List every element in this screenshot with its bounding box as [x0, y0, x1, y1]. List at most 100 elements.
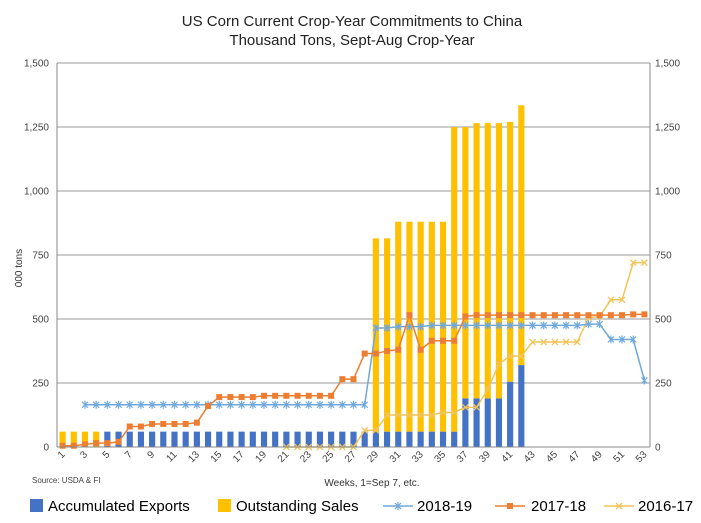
x-axis-label: Weeks, 1=Sep 7, etc. [324, 478, 419, 489]
series-point-201819 [640, 376, 648, 385]
y-tick-label-right: 1,250 [655, 123, 680, 134]
series-point-201819 [327, 400, 335, 409]
series-point-201718 [395, 346, 402, 353]
legend-label-201718: 2017-18 [531, 498, 586, 515]
chart-title: US Corn Current Crop-Year Commitments to… [182, 13, 523, 30]
y-tick-label-right: 0 [655, 443, 661, 454]
y-tick-label-left: 1,250 [24, 123, 49, 134]
series-point-201617 [461, 403, 469, 411]
series-point-201819 [629, 335, 637, 344]
series-point-201718 [249, 394, 256, 401]
series-point-201617 [562, 338, 570, 346]
grid-layer [57, 62, 650, 384]
bar-accumulated-exports [495, 398, 503, 447]
series-point-201718 [507, 312, 514, 319]
series-point-201617 [383, 411, 391, 419]
series-point-201617 [529, 338, 536, 346]
series-point-201819 [249, 400, 257, 409]
series-point-201819 [383, 323, 391, 332]
bar-accumulated-exports [316, 431, 324, 447]
series-point-201718 [484, 312, 491, 319]
series-point-201718 [428, 337, 435, 344]
marker-stroke [450, 408, 458, 416]
bar-accumulated-exports [104, 431, 111, 447]
series-point-201718 [115, 438, 122, 445]
series-point-201718 [149, 420, 156, 427]
series-point-201617 [495, 360, 503, 368]
y-tick-label-left: 1,500 [24, 59, 49, 70]
legend-label-201819: 2018-19 [417, 498, 472, 515]
series-point-201617 [417, 411, 425, 419]
series-point-201819 [103, 400, 111, 409]
marker-stroke [551, 338, 559, 346]
series-point-201617 [450, 408, 458, 416]
series-point-201617 [361, 426, 369, 434]
bar-outstanding-sales [495, 123, 503, 399]
bar-accumulated-exports [160, 431, 167, 447]
series-point-201718 [70, 442, 77, 449]
series-point-201718 [283, 392, 290, 399]
bar-accumulated-exports [126, 431, 133, 447]
series-point-201819 [238, 400, 246, 409]
bar-accumulated-exports [171, 431, 178, 447]
series-point-201718 [440, 337, 447, 344]
marker-stroke [607, 296, 615, 304]
series-point-201718 [260, 392, 267, 399]
series-point-201718 [473, 312, 480, 319]
series-point-201718 [104, 440, 111, 447]
series-point-201718 [619, 312, 626, 319]
series-point-201718 [495, 312, 502, 319]
series-point-201819 [562, 321, 570, 330]
y-tick-label-right: 750 [655, 251, 672, 262]
y-tick-label-right: 1,500 [655, 59, 680, 70]
legend-label-outstanding: Outstanding Sales [236, 498, 359, 515]
marker-stroke [517, 352, 525, 360]
series-point-201718 [205, 403, 212, 410]
marker-stroke [439, 408, 447, 416]
marker-stroke [562, 338, 570, 346]
series-point-201819 [529, 321, 536, 330]
series-point-201718 [160, 420, 167, 427]
bar-accumulated-exports [473, 398, 480, 447]
bar-outstanding-sales [93, 431, 100, 447]
bar-accumulated-exports [283, 431, 290, 447]
series-point-201718 [596, 312, 603, 319]
series-point-201819 [461, 321, 469, 330]
y-tick-label-left: 750 [32, 251, 49, 262]
series-point-201718 [372, 350, 379, 357]
marker-stroke [640, 259, 648, 267]
series-point-201819 [372, 323, 380, 332]
bar-accumulated-exports [507, 381, 514, 447]
bar-accumulated-exports [339, 431, 346, 447]
marker-stroke [629, 259, 637, 267]
series-point-201718 [93, 440, 100, 447]
series-point-201718 [540, 312, 547, 319]
bar-outstanding-sales [372, 238, 379, 432]
bar-accumulated-exports [383, 431, 391, 447]
series-point-201819 [585, 320, 592, 329]
bar-accumulated-exports [417, 431, 424, 447]
marker-stroke [506, 352, 514, 360]
series-point-201819 [350, 400, 357, 409]
series-point-201718 [272, 392, 279, 399]
series-point-201819 [260, 400, 268, 409]
series-point-201819 [159, 400, 167, 409]
bar-outstanding-sales [451, 127, 458, 432]
marker-stroke [394, 411, 402, 419]
series-point-201718 [126, 423, 133, 430]
bar-outstanding-sales [507, 121, 514, 382]
bar-accumulated-exports [350, 431, 357, 447]
y-tick-label-left: 250 [32, 379, 49, 390]
series-point-201819 [282, 400, 290, 409]
legend-swatch-accumulated [30, 499, 43, 512]
bar-outstanding-sales [473, 123, 480, 399]
series-point-201819 [361, 400, 369, 409]
series-point-201718 [294, 392, 301, 399]
marker-stroke [417, 411, 425, 419]
series-point-201718 [339, 376, 346, 383]
marker-stroke [361, 426, 369, 434]
series-point-201718 [563, 312, 570, 319]
series-point-201718 [384, 348, 391, 354]
series-point-201819 [540, 321, 548, 330]
